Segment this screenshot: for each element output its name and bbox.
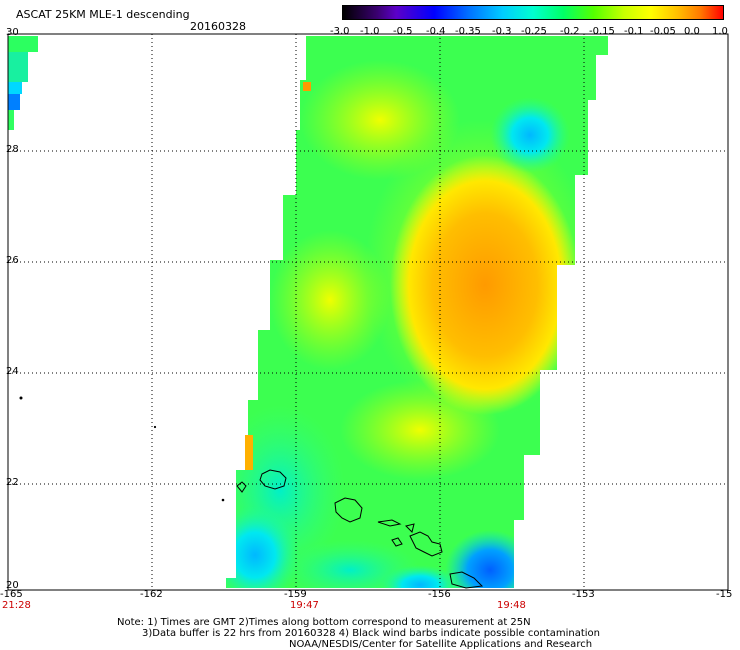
graticule [8, 34, 728, 590]
lat-label: 28 [6, 144, 19, 155]
lat-label: 22 [6, 477, 19, 488]
lon-label: -162 [140, 589, 163, 600]
lat-label: 20 [6, 580, 19, 591]
lon-label: -153 [572, 589, 595, 600]
lon-label: -15 [716, 589, 733, 600]
lat-label: 30 [6, 27, 19, 38]
note-line-1: Note: 1) Times are GMT 2)Times along bot… [117, 617, 531, 628]
colorbar-label: -3.0 [330, 26, 350, 37]
colorbar-label: -0.1 [624, 26, 644, 37]
lon-label: -156 [428, 589, 451, 600]
colorbar-label: -0.35 [455, 26, 481, 37]
map-frame [7, 33, 729, 591]
colorbar-label: -0.15 [589, 26, 615, 37]
colorbar-label: -0.5 [393, 26, 413, 37]
lon-label: -165 [0, 589, 23, 600]
colorbar-label: 1.0 [712, 26, 728, 37]
lat-label: 26 [6, 255, 19, 266]
map-date: 20160328 [190, 20, 246, 33]
time-label: 19:48 [497, 600, 526, 611]
colorbar-label: -0.2 [560, 26, 580, 37]
color-scale-bar [342, 5, 724, 20]
coastline [19, 396, 484, 589]
map-title: ASCAT 25KM MLE-1 descending [16, 8, 190, 21]
colorbar-label: -0.05 [650, 26, 676, 37]
colorbar-label: -0.25 [521, 26, 547, 37]
lat-label: 24 [6, 366, 19, 377]
colorbar-label: 0.0 [684, 26, 700, 37]
time-label: 19:47 [290, 600, 319, 611]
colorbar-label: -0.4 [426, 26, 446, 37]
lon-label: -159 [284, 589, 307, 600]
time-label: 21:28 [2, 600, 31, 611]
note-line-3: NOAA/NESDIS/Center for Satellite Applica… [289, 639, 593, 650]
swath-fragment-left [8, 36, 253, 470]
note-line-2: 3)Data buffer is 22 hrs from 20160328 4)… [142, 628, 600, 639]
colorbar-label: -0.3 [492, 26, 512, 37]
colorbar-label: -1.0 [360, 26, 380, 37]
swath-data [226, 36, 608, 588]
